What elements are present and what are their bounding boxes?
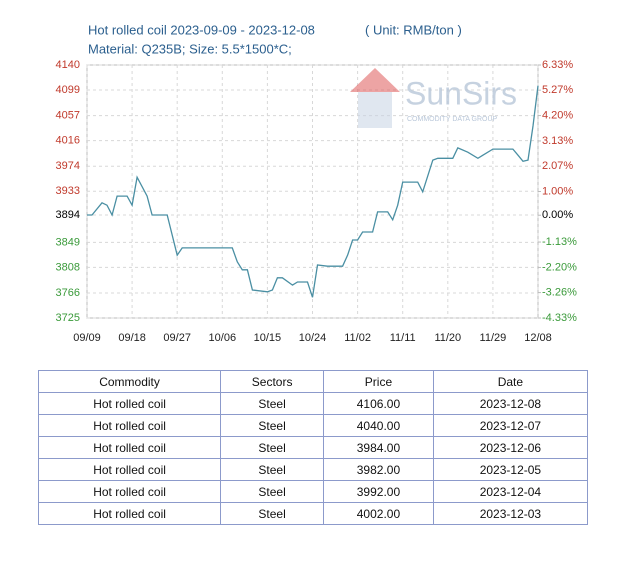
chart: Hot rolled coil 2023-09-09 - 2023-12-08 …	[56, 22, 578, 344]
y2-tick-label: -4.33%	[542, 312, 577, 324]
x-tick-label: 09/27	[163, 332, 191, 344]
table-cell: Hot rolled coil	[37, 502, 222, 525]
table-cell: 4106.00	[323, 392, 434, 415]
table-cell: Hot rolled coil	[37, 480, 222, 503]
table-cell: Steel	[220, 392, 325, 415]
table-cell: 3982.00	[323, 458, 434, 481]
y2-tick-label: 1.00%	[542, 185, 573, 197]
table-row: Hot rolled coil Steel 4002.00 2023-12-03	[37, 502, 589, 525]
y-tick-label: 3766	[56, 287, 80, 299]
table-cell: Steel	[220, 436, 325, 459]
header-cell: Date	[432, 370, 589, 393]
y2-tick-label: 0.00%	[542, 209, 573, 221]
x-tick-label: 11/29	[480, 332, 507, 344]
table-cell: Steel	[220, 502, 325, 525]
table-cell: 2023-12-05	[432, 458, 589, 481]
y-tick-label: 4140	[56, 59, 80, 71]
table-row: Hot rolled coil Steel 3984.00 2023-12-06	[37, 436, 589, 459]
table-cell: Hot rolled coil	[37, 458, 222, 481]
watermark-logo	[350, 68, 400, 128]
table-row: Hot rolled coil Steel 3992.00 2023-12-04	[37, 480, 589, 503]
y2-tick-label: -3.26%	[542, 287, 577, 299]
y2-tick-label: -2.20%	[542, 261, 577, 273]
table-row: Hot rolled coil Steel 4040.00 2023-12-07	[37, 414, 589, 437]
table-cell: Hot rolled coil	[37, 436, 222, 459]
table-cell: Hot rolled coil	[37, 414, 222, 437]
x-tick-label: 10/15	[254, 332, 282, 344]
y2-tick-label: 3.13%	[542, 135, 573, 147]
y-tick-label: 4057	[56, 110, 80, 122]
x-tick-label: 09/18	[118, 332, 146, 344]
table-cell: 2023-12-04	[432, 480, 589, 503]
unit: ( Unit: RMB/ton )	[365, 22, 462, 37]
y-tick-label: 4099	[56, 84, 80, 96]
y2-tick-label: 2.07%	[542, 160, 573, 172]
chart-subtitle: Material: Q235B; Size: 5.5*1500*C;	[88, 41, 292, 56]
y2-tick-label: -1.13%	[542, 236, 577, 248]
x-tick-label: 10/24	[299, 332, 327, 344]
price-line	[87, 85, 539, 298]
table-cell: 4002.00	[323, 502, 434, 525]
x-tick-label: 11/02	[344, 332, 371, 344]
chart-title: Hot rolled coil 2023-09-09 - 2023-12-08	[88, 22, 315, 37]
table-row: Hot rolled coil Steel 3982.00 2023-12-05	[37, 458, 589, 481]
x-tick-label: 11/11	[390, 332, 416, 344]
price-table: Commodity Sectors Price Date Hot rolled coil…	[37, 370, 589, 525]
table-cell: 3992.00	[323, 480, 434, 503]
y-tick-label: 3808	[56, 261, 80, 273]
x-tick-label: 12/08	[524, 332, 552, 344]
table-cell: 2023-12-08	[432, 392, 589, 415]
table-cell: Steel	[220, 480, 325, 503]
table-cell: Steel	[220, 458, 325, 481]
y-tick-label: 3933	[56, 185, 80, 197]
table-cell: 2023-12-06	[432, 436, 589, 459]
y-tick-label: 4016	[56, 135, 80, 147]
table-cell: 2023-12-03	[432, 502, 589, 525]
y2-tick-label: 4.20%	[542, 109, 573, 121]
table-cell: Hot rolled coil	[37, 392, 222, 415]
y-tick-label: 3725	[56, 312, 80, 324]
watermark-name: SunSirs	[405, 75, 517, 111]
watermark-tagline: COMMODITY DATA GROUP	[407, 116, 498, 123]
x-tick-label: 10/06	[209, 332, 237, 344]
y2-tick-label: 6.33%	[542, 59, 573, 71]
header-cell: Sectors	[220, 370, 325, 393]
y-tick-label: 3849	[56, 236, 80, 248]
x-tick-label: 11/20	[434, 332, 461, 344]
x-tick-label: 09/09	[73, 332, 101, 344]
header-cell: Price	[323, 370, 434, 393]
y-tick-label: 3894	[56, 209, 80, 221]
table-cell: 3984.00	[323, 436, 434, 459]
table-body: Hot rolled coil Steel 4106.00 2023-12-08 Hot…	[37, 392, 589, 525]
table-header: Commodity Sectors Price Date	[37, 370, 589, 393]
y-tick-label: 3974	[56, 160, 80, 172]
header-cell: Commodity	[37, 370, 222, 393]
table-cell: 2023-12-07	[432, 414, 589, 437]
table-cell: Steel	[220, 414, 325, 437]
table-row: Hot rolled coil Steel 4106.00 2023-12-08	[37, 392, 589, 415]
table-cell: 4040.00	[323, 414, 434, 437]
y2-tick-label: 5.27%	[542, 84, 573, 96]
